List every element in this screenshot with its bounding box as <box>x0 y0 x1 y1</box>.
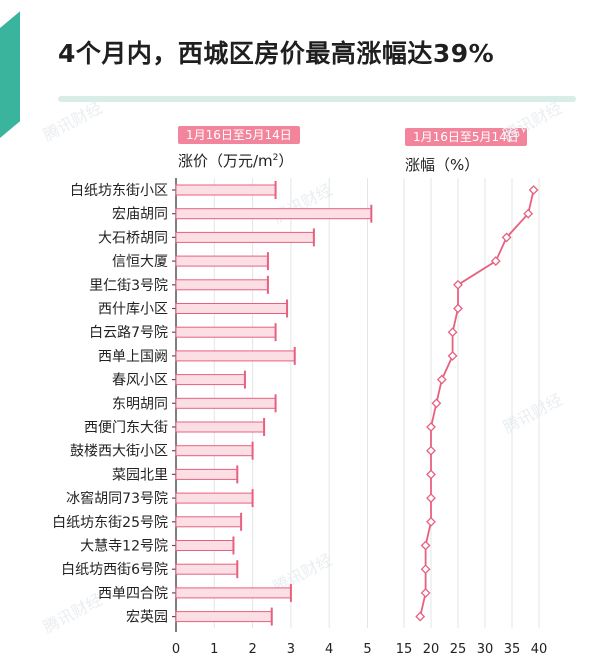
growth-point <box>420 540 431 551</box>
growth-tick-label: 35 <box>504 642 521 657</box>
category-label: 菜园北里 <box>112 467 168 483</box>
growth-point <box>426 493 436 504</box>
growth-point <box>501 232 512 243</box>
growth-point <box>420 587 431 598</box>
growth-tick-label: 30 <box>477 642 494 657</box>
growth-tick-label: 25 <box>450 642 467 657</box>
category-label: 大慧寺12号院 <box>80 539 168 555</box>
price-bar <box>175 231 315 243</box>
growth-tick-label: 15 <box>396 642 413 657</box>
growth-point <box>431 398 442 409</box>
price-tick-label: 2 <box>248 642 256 657</box>
price-bar <box>175 184 277 196</box>
price-bar <box>175 303 288 314</box>
price-bar <box>175 540 234 551</box>
price-date-range-tag: 1月16日至5月14日 <box>178 126 300 144</box>
category-label: 白纸坊东街25号院 <box>52 515 168 531</box>
growth-point <box>426 516 436 527</box>
category-label: 鼓楼西大街小区 <box>70 444 168 460</box>
price-bar <box>175 445 254 457</box>
price-bar <box>175 397 277 409</box>
category-label: 白纸坊东街小区 <box>70 183 168 199</box>
growth-point <box>447 350 458 361</box>
growth-point <box>426 469 436 480</box>
price-bar <box>175 421 265 433</box>
price-bar <box>175 279 269 291</box>
category-label: 西单上国阙 <box>98 349 168 365</box>
price-bar <box>175 468 238 480</box>
price-bar <box>175 326 277 338</box>
chart-title: 4个月内，西城区房价最高涨幅达39% <box>58 39 495 68</box>
growth-tick-label: 20 <box>423 642 440 657</box>
price-tick-label: 0 <box>172 642 180 657</box>
price-bar <box>175 516 242 528</box>
price-bar <box>175 563 238 575</box>
growth-date-range-tag: 1月16日至5月14日 <box>405 128 527 146</box>
growth-point <box>436 374 447 385</box>
price-bar <box>175 350 296 362</box>
title-underline <box>58 96 576 102</box>
price-tick-label: 3 <box>287 642 295 657</box>
category-label: 西什库小区 <box>98 302 168 318</box>
category-label: 里仁街3号院 <box>89 278 168 294</box>
price-axis-title-end: ） <box>278 152 294 170</box>
category-label: 冰窖胡同73号院 <box>66 490 168 507</box>
category-label: 东明胡同 <box>112 396 168 412</box>
price-bar <box>175 374 246 386</box>
category-label: 白纸坊西街6号院 <box>61 562 168 578</box>
growth-point <box>420 564 431 575</box>
category-label: 西便门东大街 <box>84 420 168 436</box>
price-bar <box>175 492 254 504</box>
price-axis-title-text: 涨价（万元/m <box>178 152 273 170</box>
category-label: 宏庙胡同 <box>112 207 168 223</box>
price-bar <box>175 611 273 623</box>
category-label: 白云路7号院 <box>89 325 168 341</box>
price-bar <box>175 208 372 220</box>
category-label: 大石桥胡同 <box>98 230 168 246</box>
growth-axis-title: 涨幅（%） <box>405 156 480 174</box>
category-label: 信恒大厦 <box>112 254 168 270</box>
growth-point <box>426 445 436 456</box>
price-axis-title-superscript: 2 <box>272 153 279 163</box>
category-label: 西单四合院 <box>98 586 168 602</box>
growth-point <box>415 611 426 622</box>
price-axis-title: 涨价（万元/m2） <box>178 150 293 171</box>
growth-tick-label: 40 <box>531 642 548 657</box>
category-label: 春风小区 <box>112 373 168 389</box>
price-tick-label: 4 <box>325 642 333 657</box>
growth-point <box>453 303 463 314</box>
growth-point <box>447 327 458 338</box>
growth-point <box>490 256 501 267</box>
growth-point <box>528 185 539 195</box>
price-tick-label: 5 <box>363 642 371 657</box>
price-bar <box>175 255 269 267</box>
growth-point <box>523 208 534 219</box>
category-label: 宏英园 <box>126 609 168 626</box>
growth-point <box>426 422 436 432</box>
price-tick-label: 1 <box>210 642 218 657</box>
growth-point <box>453 279 463 290</box>
price-bar <box>175 587 292 599</box>
